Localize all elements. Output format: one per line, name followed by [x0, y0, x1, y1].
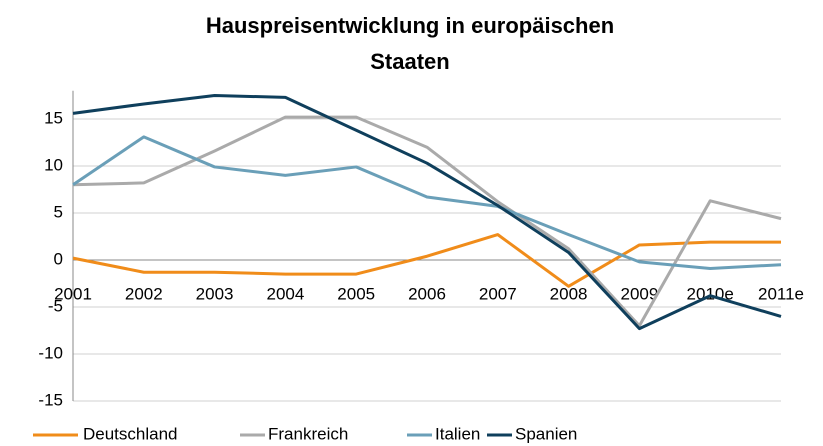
x-tick-label: 2008 [550, 284, 588, 303]
series-line [72, 233, 781, 288]
x-tick-label: 2011e [758, 284, 804, 303]
x-tick-label: 2003 [196, 284, 234, 303]
legend-label: Italien [435, 424, 480, 443]
x-tick-label: 2005 [337, 284, 375, 303]
x-tick-label: 2004 [266, 284, 304, 303]
series-line [72, 135, 782, 270]
series-line [72, 94, 782, 331]
y-tick-label: -10 [38, 343, 63, 362]
y-tick-label: 0 [54, 249, 63, 268]
y-tick-label: 10 [44, 155, 63, 174]
y-tick-label: -5 [48, 296, 63, 315]
y-tick-label: 5 [54, 202, 63, 221]
x-tick-label: 2007 [479, 284, 517, 303]
legend-label: Spanien [515, 424, 577, 443]
x-tick-label: 2002 [125, 284, 163, 303]
y-tick-label: -15 [38, 390, 63, 409]
chart-title: Hauspreisentwicklung in europäischen Sta… [205, 13, 615, 74]
y-tick-label: 15 [44, 108, 63, 127]
legend-label: Frankreich [268, 424, 348, 443]
x-tick-label: 2001 [54, 284, 92, 303]
series-line [72, 115, 782, 328]
x-tick-label: 2006 [408, 284, 446, 303]
legend-label: Deutschland [83, 424, 178, 443]
x-tick-label: 2009 [620, 284, 658, 303]
